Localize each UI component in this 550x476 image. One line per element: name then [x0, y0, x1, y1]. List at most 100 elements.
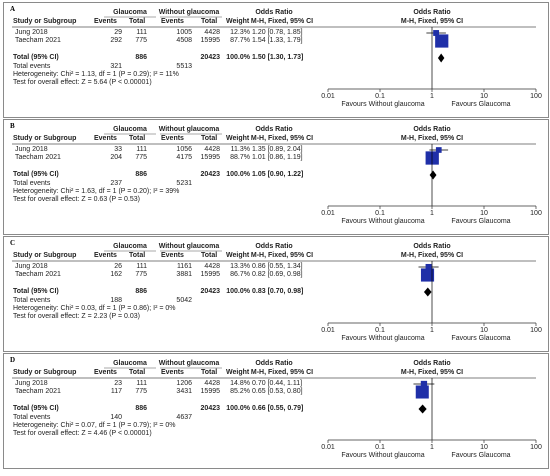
- panel-letter: C: [10, 239, 16, 247]
- weight: 11.3%: [230, 146, 250, 153]
- events-exp: 204: [110, 154, 122, 161]
- x-axis-tick-label: 0.1: [375, 93, 385, 100]
- column-header-weight: Weight: [226, 135, 250, 142]
- total-exp: 111: [136, 146, 147, 153]
- study-name: Jung 2018: [15, 29, 48, 36]
- study-square-marker: [425, 263, 432, 271]
- total-ctl: 15995: [200, 37, 220, 44]
- events-ctl: 3881: [176, 271, 192, 278]
- total-weight: 100.0%: [226, 171, 250, 178]
- total-events-exp: 140: [110, 414, 122, 421]
- events-exp: 33: [114, 146, 122, 153]
- column-header-study: Study or Subgroup: [13, 135, 77, 142]
- x-axis-tick-label: 0.01: [321, 444, 335, 451]
- total-label: Total (95% CI): [13, 288, 59, 295]
- total-or-ci: 1.50 [1.30, 1.73]: [252, 54, 304, 61]
- group-header-without-glaucoma: Without glaucoma: [158, 360, 220, 367]
- total-ctl: 15995: [200, 154, 220, 161]
- total-label: Total (95% CI): [13, 405, 59, 412]
- odds-ratio-header: Odds Ratio: [255, 9, 293, 16]
- column-header-total-ctl: Total: [201, 369, 218, 376]
- forest-plot-graphic: [12, 250, 537, 326]
- odds-ratio-ci: 1.54 [1.33, 1.79]: [252, 37, 303, 44]
- overall-effect-text: Test for overall effect: Z = 0.63 (P = 0…: [13, 196, 140, 203]
- odds-ratio-plot-header: Odds Ratio: [413, 360, 451, 367]
- total-n-ctl: 20423: [200, 54, 220, 61]
- total-events-label: Total events: [13, 414, 51, 421]
- x-axis-tick-label: 10: [480, 210, 488, 217]
- x-axis-tick-label: 1: [430, 210, 434, 217]
- events-ctl: 1056: [176, 146, 192, 153]
- x-axis-tick-label: 1: [430, 93, 434, 100]
- study-name: Jung 2018: [15, 380, 48, 387]
- column-header-total-ctl: Total: [201, 252, 218, 259]
- column-header-study: Study or Subgroup: [13, 369, 77, 376]
- group-header-without-glaucoma: Without glaucoma: [158, 126, 220, 133]
- odds-ratio-ci: 0.70 [0.44, 1.11]: [252, 380, 303, 387]
- group-header-glaucoma: Glaucoma: [113, 360, 147, 367]
- odds-ratio-plot-header: Odds Ratio: [413, 9, 451, 16]
- group-header-without-glaucoma: Without glaucoma: [158, 9, 220, 16]
- study-name: Taecham 2021: [15, 37, 61, 44]
- total-n-exp: 886: [135, 171, 147, 178]
- x-axis-tick-label: 0.01: [321, 210, 335, 217]
- events-ctl: 4508: [176, 37, 192, 44]
- heterogeneity-text: Heterogeneity: Chi² = 1.63, df = 1 (P = …: [13, 188, 180, 195]
- group-header-glaucoma: Glaucoma: [113, 243, 147, 250]
- total-weight: 100.0%: [226, 288, 250, 295]
- overall-effect-text: Test for overall effect: Z = 2.23 (P = 0…: [13, 313, 140, 320]
- column-header-events-exp: Events: [94, 135, 117, 142]
- total-exp: 775: [135, 154, 147, 161]
- total-n-exp: 886: [135, 405, 147, 412]
- column-header-total-exp: Total: [129, 369, 146, 376]
- events-ctl: 1005: [176, 29, 192, 36]
- plot-header-or-method: M-H, Fixed, 95% CI: [400, 252, 464, 259]
- x-axis-tick-label: 100: [530, 93, 542, 100]
- x-axis-tick-label: 1: [430, 327, 434, 334]
- odds-ratio-ci: 1.01 [0.86, 1.19]: [252, 154, 303, 161]
- study-name: Taecham 2021: [15, 388, 61, 395]
- heterogeneity-text: Heterogeneity: Chi² = 0.03, df = 1 (P = …: [13, 305, 176, 312]
- weight: 13.3%: [230, 263, 250, 270]
- pooled-diamond: [418, 404, 427, 414]
- favours-right-label: Favours Glaucoma: [451, 101, 511, 108]
- total-ctl: 4428: [204, 380, 220, 387]
- overall-effect-text: Test for overall effect: Z = 4.46 (P < 0…: [13, 430, 152, 437]
- total-or-ci: 0.66 [0.55, 0.79]: [252, 405, 304, 412]
- odds-ratio-header: Odds Ratio: [255, 360, 293, 367]
- column-header-total-exp: Total: [129, 18, 146, 25]
- events-ctl: 3431: [176, 388, 192, 395]
- total-or-ci: 1.05 [0.90, 1.22]: [252, 171, 304, 178]
- column-header-events-ctl: Events: [161, 252, 184, 259]
- heterogeneity-text: Heterogeneity: Chi² = 0.07, df = 1 (P = …: [13, 422, 176, 429]
- total-ctl: 15995: [200, 388, 220, 395]
- total-events-label: Total events: [13, 63, 51, 70]
- weight: 88.7%: [230, 154, 250, 161]
- favours-right-label: Favours Glaucoma: [451, 452, 511, 459]
- total-events-ctl: 5513: [176, 63, 192, 70]
- column-header-weight: Weight: [226, 252, 250, 259]
- column-header-events-exp: Events: [94, 252, 117, 259]
- total-ctl: 4428: [204, 29, 220, 36]
- column-header-events-exp: Events: [94, 18, 117, 25]
- forest-plot-panel-b: B Glaucoma Without glaucoma Odds Ratio Odds …: [3, 119, 549, 235]
- forest-plot-panel-c: C Glaucoma Without glaucoma Odds Ratio Odds …: [3, 236, 549, 352]
- weight: 14.8%: [230, 380, 250, 387]
- total-n-ctl: 20423: [200, 288, 220, 295]
- total-exp: 111: [136, 380, 147, 387]
- total-exp: 775: [135, 37, 147, 44]
- total-events-exp: 321: [110, 63, 122, 70]
- total-events-ctl: 4637: [176, 414, 192, 421]
- total-events-label: Total events: [13, 297, 51, 304]
- column-header-or-method: M-H, Fixed, 95% CI: [250, 135, 314, 142]
- favours-left-label: Favours Without glaucoma: [341, 101, 425, 108]
- weight: 87.7%: [230, 37, 250, 44]
- favours-left-label: Favours Without glaucoma: [341, 335, 425, 342]
- pooled-diamond: [437, 53, 445, 63]
- column-header-events-ctl: Events: [161, 18, 184, 25]
- total-n-ctl: 20423: [200, 405, 220, 412]
- events-exp: 292: [110, 37, 122, 44]
- events-exp: 29: [114, 29, 122, 36]
- study-square-marker: [420, 268, 435, 282]
- odds-ratio-ci: 1.35 [0.89, 2.04]: [252, 146, 303, 153]
